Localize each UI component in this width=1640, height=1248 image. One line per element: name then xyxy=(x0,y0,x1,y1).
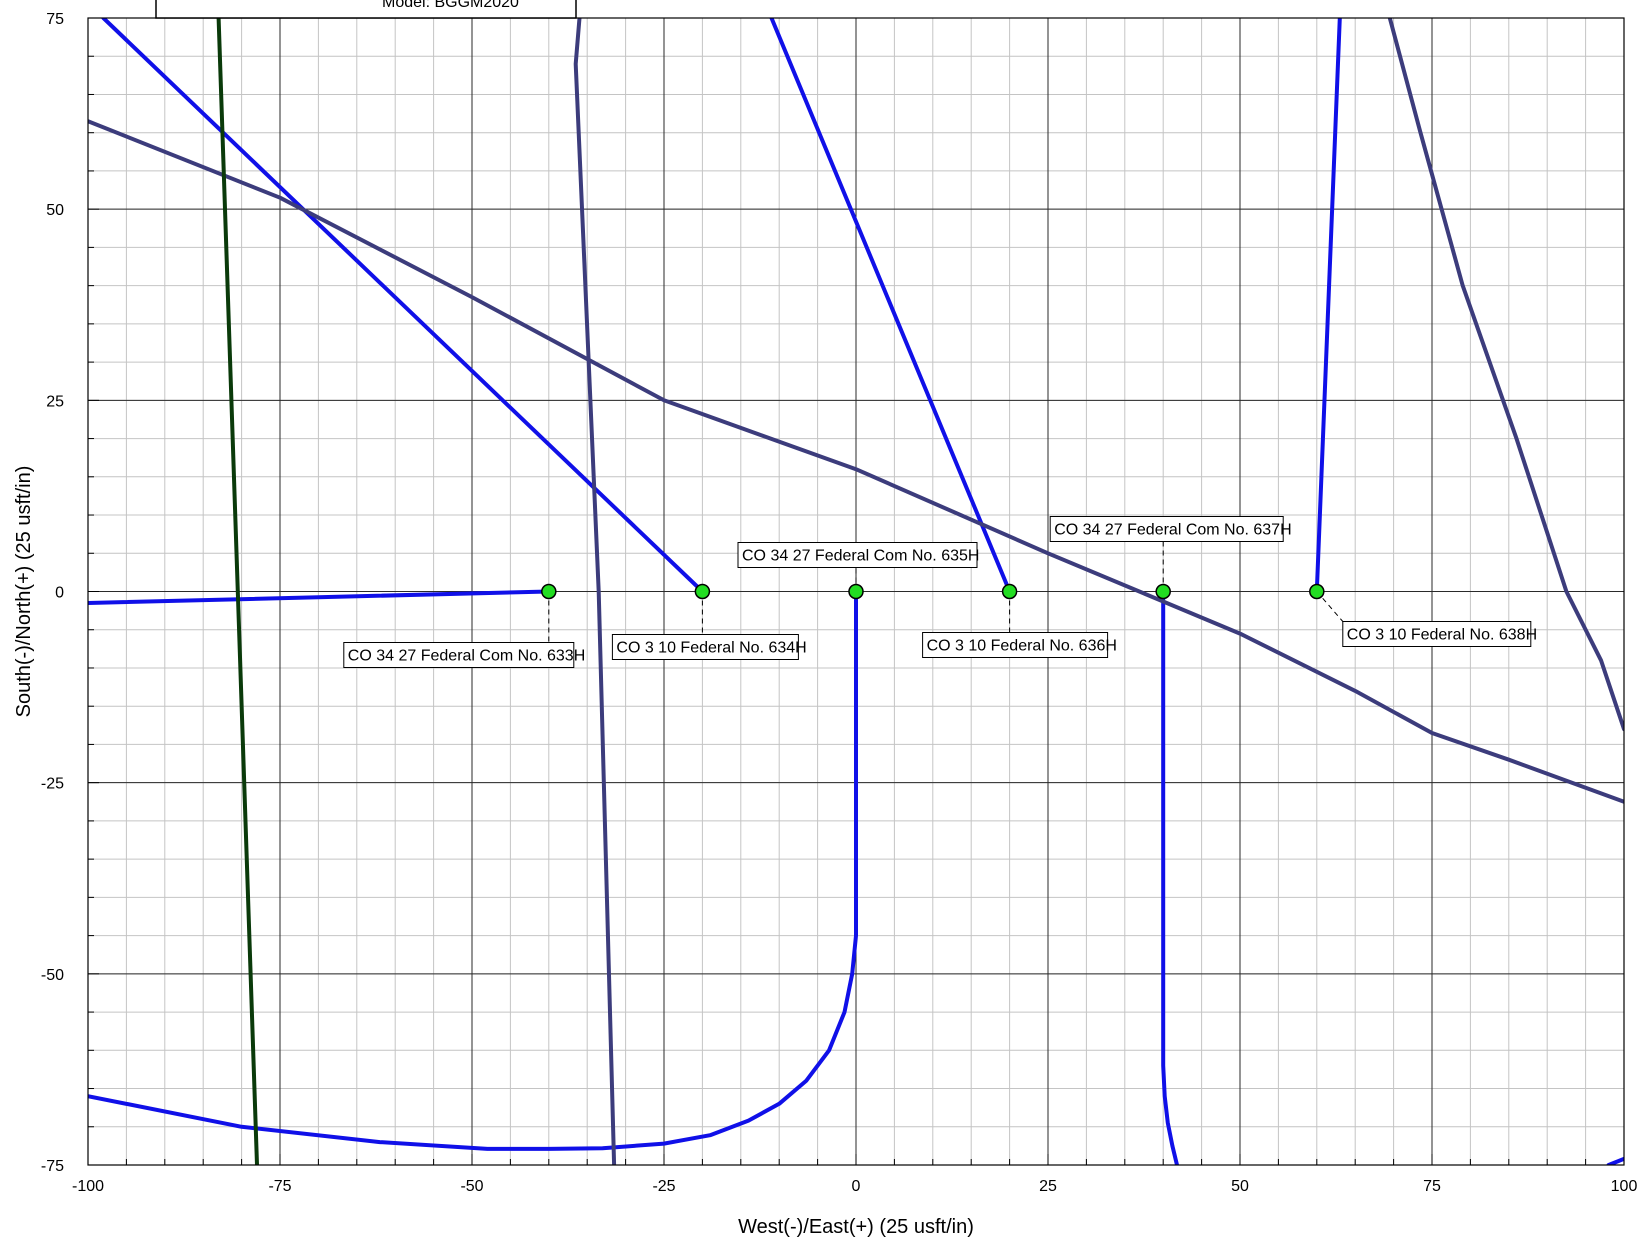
well-label: CO 3 10 Federal No. 636H xyxy=(922,632,1117,658)
series-line-8 xyxy=(88,119,1624,804)
well-label-leader xyxy=(1316,591,1344,622)
legend-box: Model: BGGM2020 xyxy=(155,0,577,19)
series-line-11 xyxy=(216,18,259,1165)
series-line-6 xyxy=(1314,18,1342,594)
well-label-box xyxy=(737,542,978,568)
series-line-5 xyxy=(1161,589,1179,1165)
x-tick-label: 0 xyxy=(852,1178,861,1195)
x-tick-label: -50 xyxy=(460,1178,483,1195)
x-tick-label: 100 xyxy=(1611,1178,1638,1195)
series-layer xyxy=(88,18,1624,1165)
well-marker xyxy=(848,583,864,600)
x-tick-label: -100 xyxy=(72,1178,104,1195)
well-marker xyxy=(1309,583,1325,600)
well-marker xyxy=(1001,583,1018,600)
well-markers xyxy=(541,583,1325,600)
well-label-text: CO 3 10 Federal No. 638H xyxy=(1347,627,1537,644)
series-line-7 xyxy=(1606,1156,1624,1165)
well-label: CO 34 27 Federal Com No. 633H xyxy=(343,642,585,668)
x-tick-label: -75 xyxy=(268,1178,291,1195)
x-tick-label: 25 xyxy=(1039,1178,1057,1195)
y-tick-label: 25 xyxy=(46,393,64,410)
well-marker xyxy=(1155,583,1171,600)
x-axis-title: West(-)/East(+) (25 usft/in) xyxy=(738,1216,974,1238)
well-label-text: CO 34 27 Federal Com No. 633H xyxy=(348,648,585,665)
y-axis-title: South(-)/North(+) (25 usft/in) xyxy=(13,466,35,718)
well-label-box xyxy=(611,634,799,660)
x-tick-label: -25 xyxy=(652,1178,675,1195)
series-line-2 xyxy=(101,18,705,594)
well-label-text: CO 3 10 Federal No. 636H xyxy=(927,638,1117,655)
y-tick-label: -25 xyxy=(41,776,64,793)
well-marker xyxy=(694,583,711,600)
series-line-3 xyxy=(88,589,858,1151)
well-label-box xyxy=(922,632,1109,658)
well-label-text: CO 34 27 Federal Com No. 635H xyxy=(742,548,979,565)
x-tick-label: 50 xyxy=(1231,1178,1249,1195)
well-label-box xyxy=(1342,621,1532,647)
y-tick-label: 0 xyxy=(55,585,64,602)
well-label-text: CO 3 10 Federal No. 634H xyxy=(616,640,806,657)
well-labels: CO 34 27 Federal Com No. 633H CO 3 10 Fed… xyxy=(343,516,1537,668)
well-label-text: CO 34 27 Federal Com No. 637H xyxy=(1054,522,1291,539)
legend-model-text: Model: BGGM2020 xyxy=(382,0,519,11)
well-marker xyxy=(541,583,557,600)
axis-ticks: -100 -75 -50 -25 0 25 50 75 100 -75 -50 -25 0 25 50 75 xyxy=(41,11,1638,1195)
y-tick-label: 50 xyxy=(46,202,64,219)
series-line-1 xyxy=(88,589,551,605)
y-tick-label: -75 xyxy=(41,1158,64,1175)
well-label-box xyxy=(1049,516,1284,542)
series-line-9 xyxy=(573,18,617,1165)
well-label: CO 34 27 Federal Com No. 635H xyxy=(737,542,979,568)
well-label: CO 34 27 Federal Com No. 637H xyxy=(1049,516,1292,542)
well-label-box xyxy=(343,642,575,668)
series-line-10 xyxy=(1387,18,1624,732)
series-line-4 xyxy=(769,18,1012,594)
legend-frame xyxy=(155,0,577,19)
well-label: CO 3 10 Federal No. 638H xyxy=(1342,621,1537,647)
x-tick-label: 75 xyxy=(1423,1178,1441,1195)
y-tick-label: -50 xyxy=(41,967,64,984)
y-tick-label: 75 xyxy=(46,11,64,28)
well-label: CO 3 10 Federal No. 634H xyxy=(611,634,807,660)
